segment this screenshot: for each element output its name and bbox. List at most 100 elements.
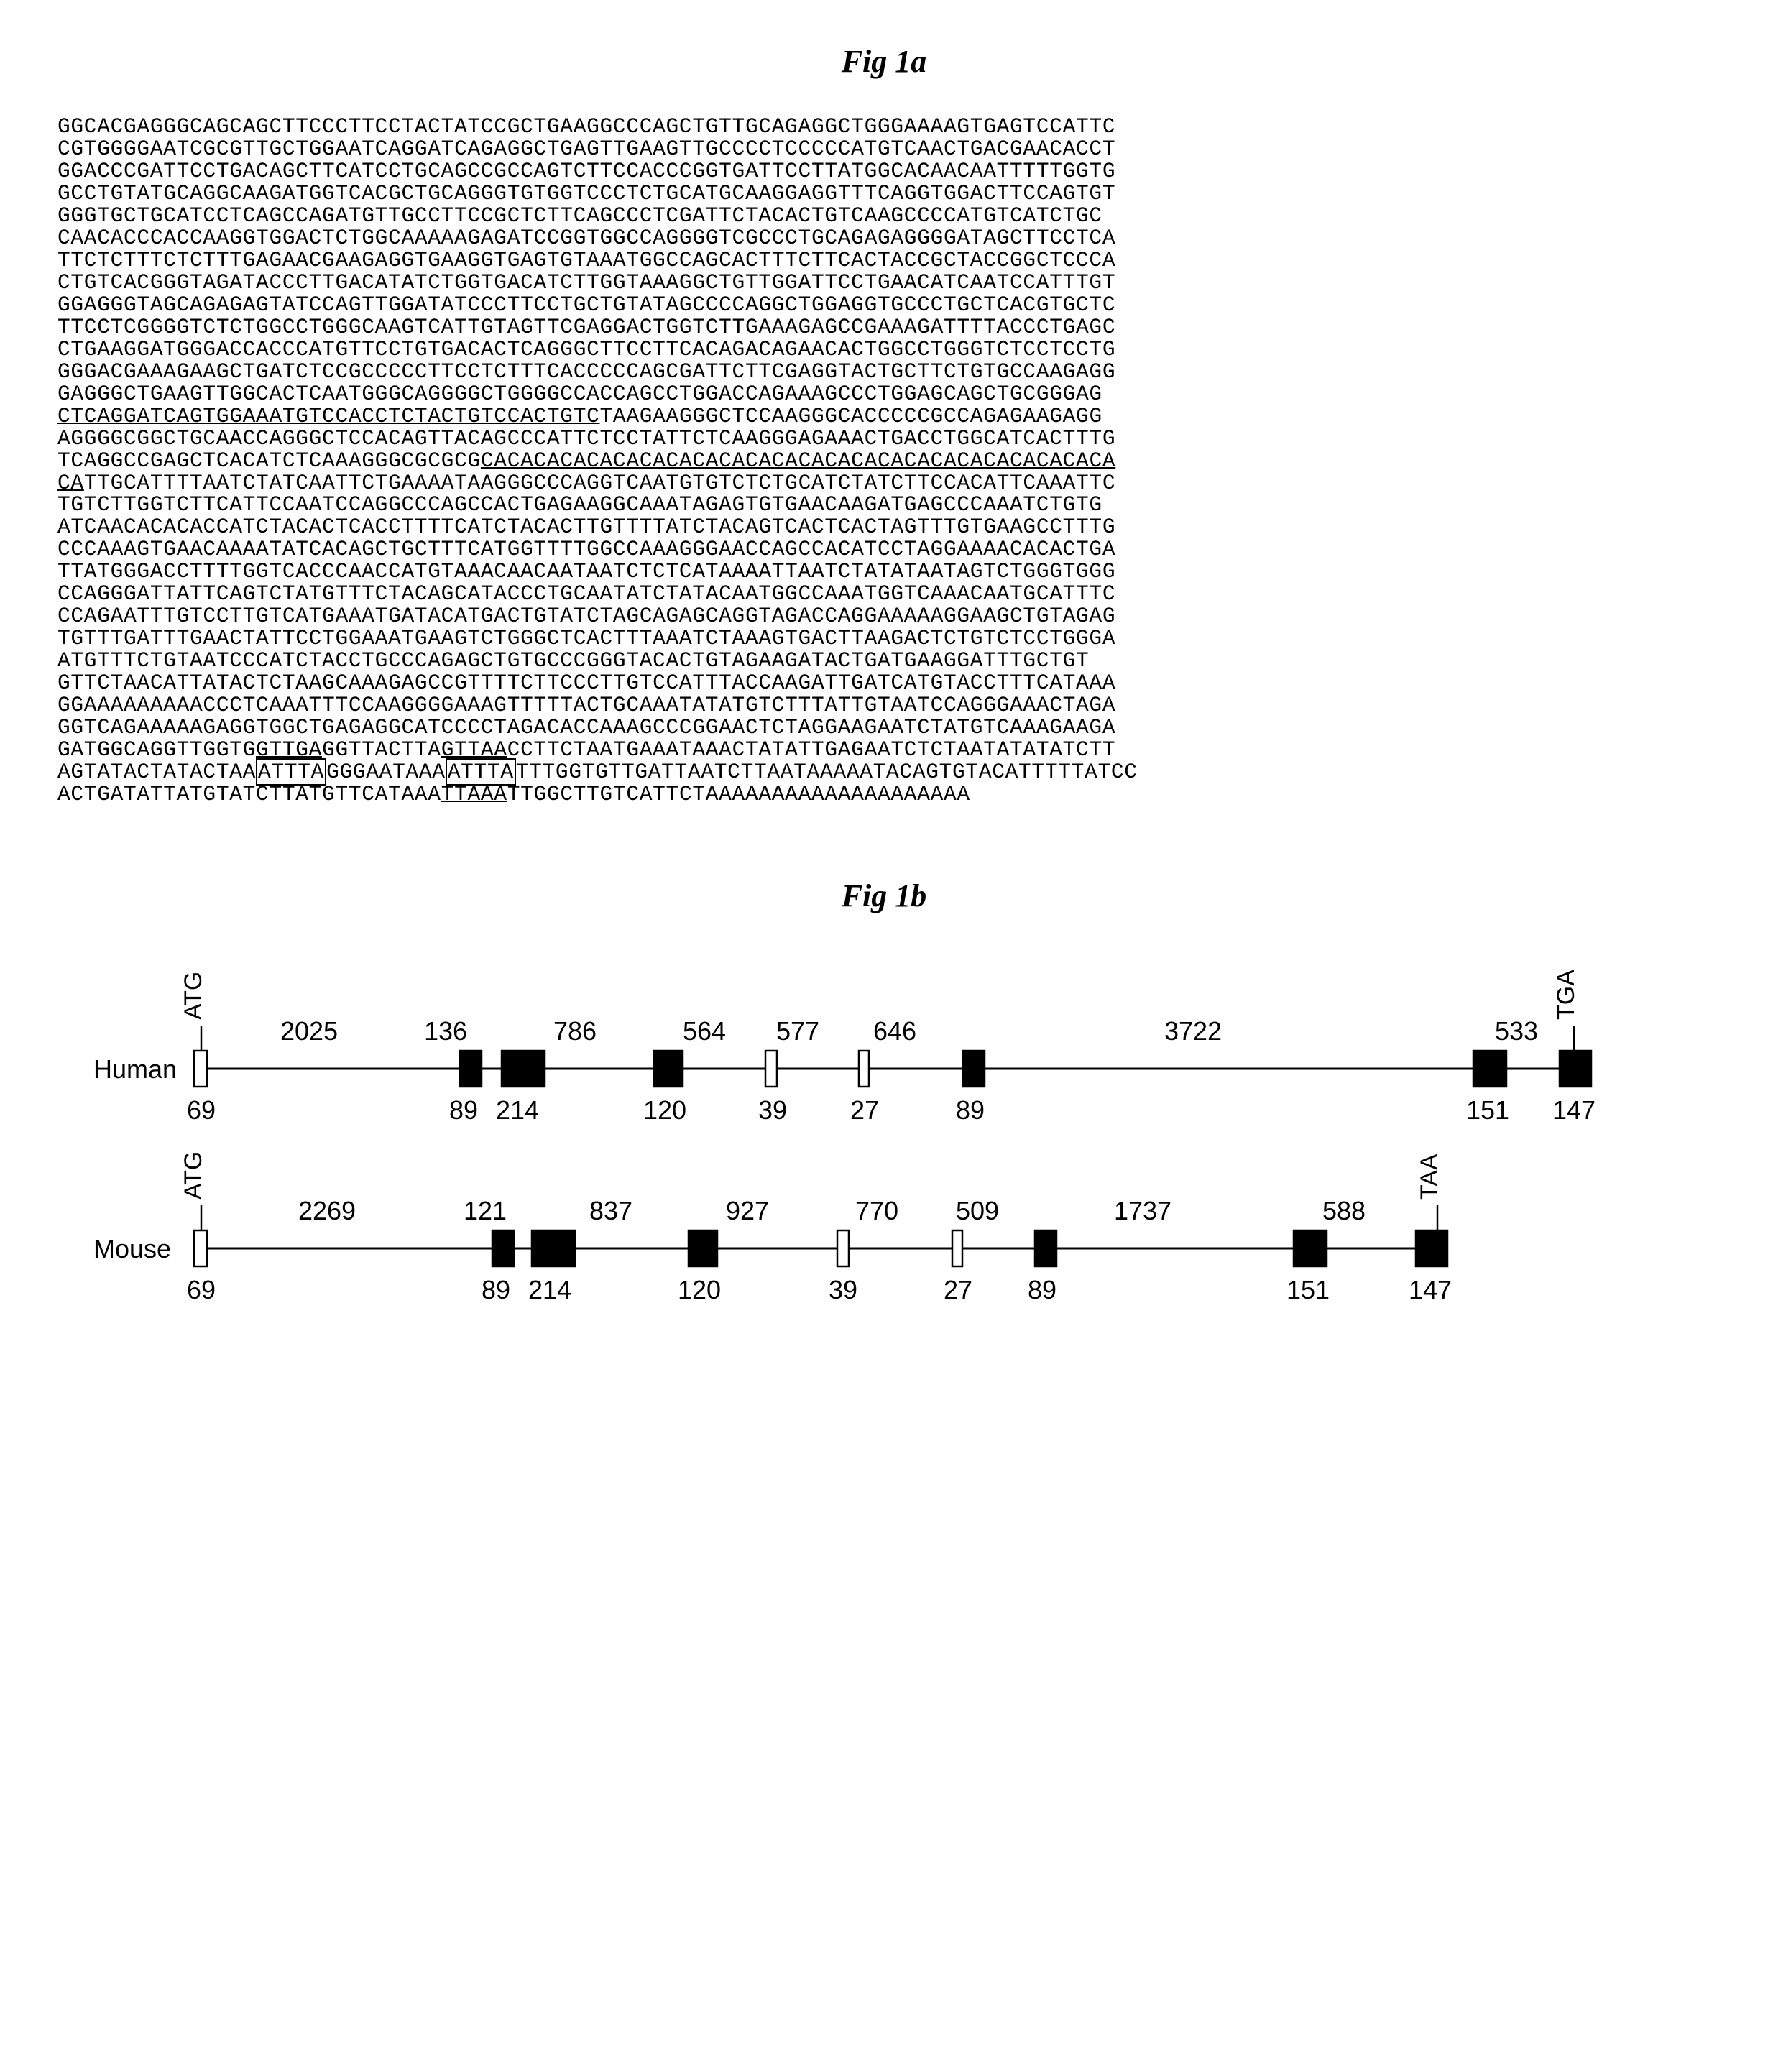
intron-size-label: 564 — [683, 1016, 726, 1046]
sequence-text: GCCTGTATGCAGGCAAGATGGTCACGCTGCAGGGTGTGGT… — [57, 181, 1115, 206]
sequence-line: CTCAGGATCAGTGGAAATGTCCACCTCTACTGTCCACTGT… — [57, 405, 1711, 428]
exon-size-label: 120 — [678, 1275, 721, 1304]
sequence-line: CCAGAATTTGTCCTTGTCATGAAATGATACATGACTGTAT… — [57, 605, 1711, 627]
intron-size-label: 3722 — [1164, 1016, 1222, 1046]
intron-size-label: 509 — [956, 1196, 999, 1225]
exon-size-label: 89 — [449, 1095, 478, 1125]
sequence-line: ACTGATATTATGTATCTTATGTTCATAAATTAAATTGGCT… — [57, 783, 1711, 806]
exon-box-filled — [1473, 1051, 1506, 1087]
exon-size-label: 27 — [850, 1095, 879, 1125]
sequence-line: AGTATACTATACTAAATTTAGGGAATAAAATTTATTTGGT… — [57, 761, 1711, 783]
sequence-line: TGTTTGATTTGAACTATTCCTGGAAATGAAGTCTGGGCTC… — [57, 627, 1711, 650]
intron-size-label: 533 — [1495, 1016, 1538, 1046]
sequence-text: TAAGAAGGGCTCCAAGGGCACCCCCGCCAGAGAAGAGG — [600, 404, 1102, 428]
sequence-line: GCCTGTATGCAGGCAAGATGGTCACGCTGCAGGGTGTGGT… — [57, 183, 1711, 205]
sequence-text: GGAGGGTAGCAGAGAGTATCCAGTTGGATATCCCTTCCTG… — [57, 293, 1115, 317]
sequence-text: ACTGATATTATGTATCTTATGTTCATAAA — [57, 782, 441, 806]
exon-size-label: 120 — [643, 1095, 686, 1125]
sequence-line: ATCAACACACACCATCTACACTCACCTTTTCATCTACACT… — [57, 516, 1711, 538]
exon-size-label: 69 — [187, 1095, 216, 1125]
sequence-text: GGGACGAAAGAAGCTGATCTCCGCCCCCTTCCTCTTTCAC… — [57, 359, 1115, 384]
exon-size-label: 214 — [528, 1275, 571, 1304]
sequence-line: GAGGGCTGAAGTTGGCACTCAATGGGCAGGGGCTGGGGCC… — [57, 383, 1711, 405]
exon-size-label: 39 — [829, 1275, 857, 1304]
sequence-line: AGGGGCGGCTGCAACCAGGGCTCCACAGTTACAGCCCATT… — [57, 428, 1711, 450]
exon-box-open — [837, 1230, 849, 1266]
sequence-text: ATCAACACACACCATCTACACTCACCTTTTCATCTACACT… — [57, 515, 1115, 539]
sequence-line: CGTGGGGAATCGCGTTGCTGGAATCAGGATCAGAGGCTGA… — [57, 138, 1711, 160]
sequence-text: CCCAAAGTGAACAAAATATCACAGCTGCTTTCATGGTTTT… — [57, 537, 1115, 561]
sequence-line: GGAAAAAAAAACCCTCAAATTTCCAAGGGGAAAGTTTTTA… — [57, 694, 1711, 717]
exon-box-filled — [1416, 1230, 1447, 1266]
sequence-text: GGAAAAAAAAACCCTCAAATTTCCAAGGGGAAAGTTTTTA… — [57, 693, 1115, 717]
exon-box-filled — [492, 1230, 514, 1266]
sequence-line: CCAGGGATTATTCAGTCTATGTTTCTACAGCATACCCTGC… — [57, 583, 1711, 605]
exon-size-label: 151 — [1466, 1095, 1509, 1125]
sequence-line: TCAGGCCGAGCTCACATCTCAAAGGGCGCGCGCACACACA… — [57, 450, 1711, 472]
intron-size-label: 770 — [855, 1196, 898, 1225]
end-codon-label: TAA — [1416, 1154, 1443, 1200]
intron-size-label: 1737 — [1114, 1196, 1171, 1225]
exon-size-label: 89 — [956, 1095, 985, 1125]
sequence-line: CAACACCCACCAAGGTGGACTCTGGCAAAAAGAGATCCGG… — [57, 227, 1711, 249]
exon-box-open — [859, 1051, 869, 1087]
sequence-text: AGGGGCGGCTGCAACCAGGGCTCCACAGTTACAGCCCATT… — [57, 426, 1115, 451]
sequence-text: GGCACGAGGGCAGCAGCTTCCCTTCCTACTATCCGCTGAA… — [57, 114, 1115, 139]
sequence-line: GGGTGCTGCATCCTCAGCCAGATGTTGCCTTCCGCTCTTC… — [57, 205, 1711, 227]
intron-size-label: 927 — [726, 1196, 769, 1225]
gene-diagram-container: HumanATGTGA20251367865645776463722533698… — [86, 957, 1682, 1335]
exon-size-label: 151 — [1286, 1275, 1330, 1304]
exon-box-filled — [1035, 1230, 1056, 1266]
exon-box-filled — [1294, 1230, 1327, 1266]
exon-box-open — [765, 1051, 777, 1087]
sequence-text: TGTCTTGGTCTTCATTCCAATCCAGGCCCAGCCACTGAGA… — [57, 492, 1102, 517]
intron-size-label: 646 — [873, 1016, 916, 1046]
sequence-text: GGACCCGATTCCTGACAGCTTCATCCTGCAGCCGCCAGTC… — [57, 159, 1115, 183]
gene-structure-diagram: HumanATGTGA20251367865645776463722533698… — [86, 957, 1667, 1331]
start-codon-label: ATG — [180, 972, 207, 1020]
sequence-line: TTCCTCGGGGTCTCTGGCCTGGGCAAGTCATTGTAGTTCG… — [57, 316, 1711, 339]
sequence-block: GGCACGAGGGCAGCAGCTTCCCTTCCTACTATCCGCTGAA… — [57, 116, 1711, 806]
sequence-text: TTGGCTTGTCATTCTAAAAAAAAAAAAAAAAAAAA — [507, 782, 970, 806]
sequence-line: TTCTCTTTCTCTTTGAGAACGAAGAGGTGAAGGTGAGTGT… — [57, 249, 1711, 272]
figure-1b: Fig 1b HumanATGTGA2025136786564577646372… — [57, 878, 1711, 1335]
sequence-text: AGTATACTATACTAA — [57, 760, 256, 784]
exon-box-filled — [502, 1051, 545, 1087]
exon-size-label: 39 — [758, 1095, 787, 1125]
sequence-text: GAGGGCTGAAGTTGGCACTCAATGGGCAGGGGCTGGGGCC… — [57, 382, 1102, 406]
sequence-text: CCTTCTAATGAAATAAACTATATTGAGAATCTCTAATATA… — [507, 737, 1116, 762]
sequence-text: GGTCAGAAAAAGAGGTGGCTGAGAGGCATCCCCTAGACAC… — [57, 715, 1115, 740]
sequence-line: CTGAAGGATGGGACCACCCATGTTCCTGTGACACTCAGGG… — [57, 339, 1711, 361]
sequence-text: GGTTACTTA — [322, 737, 441, 762]
sequence-text: CTGTCACGGGTAGATACCCTTGACATATCTGGTGACATCT… — [57, 270, 1115, 295]
exon-size-label: 89 — [482, 1275, 510, 1304]
underlined-region: CACACACACACACACACACACACACACACACACACACACA… — [481, 448, 1115, 473]
fig1b-title: Fig 1b — [57, 878, 1711, 914]
sequence-text: TTCCTCGGGGTCTCTGGCCTGGGCAAGTCATTGTAGTTCG… — [57, 315, 1115, 339]
sequence-line: TGTCTTGGTCTTCATTCCAATCCAGGCCCAGCCACTGAGA… — [57, 494, 1711, 516]
exon-size-label: 69 — [187, 1275, 216, 1304]
sequence-line: TTATGGGACCTTTTGGTCACCCAACCATGTAAACAACAAT… — [57, 561, 1711, 583]
exon-box-filled — [963, 1051, 985, 1087]
sequence-text: TTTGGTGTTGATTAATCTTAATAAAAATACAGTGTACATT… — [516, 760, 1138, 784]
sequence-text: CCAGAATTTGTCCTTGTCATGAAATGATACATGACTGTAT… — [57, 604, 1115, 628]
sequence-text: TTGCATTTTAATCTATCAATTCTGAAAATAAGGGCCCAGG… — [84, 471, 1115, 495]
sequence-text: CGTGGGGAATCGCGTTGCTGGAATCAGGATCAGAGGCTGA… — [57, 137, 1115, 161]
intron-size-label: 837 — [589, 1196, 632, 1225]
intron-size-label: 588 — [1322, 1196, 1366, 1225]
sequence-text: GATGGCAGGTTGGTG — [57, 737, 256, 762]
sequence-line: CATTGCATTTTAATCTATCAATTCTGAAAATAAGGGCCCA… — [57, 472, 1711, 494]
sequence-text: CAACACCCACCAAGGTGGACTCTGGCAAAAAGAGATCCGG… — [57, 226, 1115, 250]
figure-1a: Fig 1a GGCACGAGGGCAGCAGCTTCCCTTCCTACTATC… — [57, 43, 1711, 806]
sequence-line: GGAGGGTAGCAGAGAGTATCCAGTTGGATATCCCTTCCTG… — [57, 294, 1711, 316]
exon-box-open — [194, 1230, 207, 1266]
track-label: Mouse — [93, 1234, 171, 1263]
exon-box-filled — [689, 1230, 717, 1266]
exon-box-filled — [1560, 1051, 1591, 1087]
exon-box-open — [194, 1051, 207, 1087]
intron-size-label: 577 — [776, 1016, 819, 1046]
exon-size-label: 89 — [1028, 1275, 1056, 1304]
intron-size-label: 786 — [553, 1016, 597, 1046]
exon-box-filled — [460, 1051, 482, 1087]
intron-size-label: 136 — [424, 1016, 467, 1046]
